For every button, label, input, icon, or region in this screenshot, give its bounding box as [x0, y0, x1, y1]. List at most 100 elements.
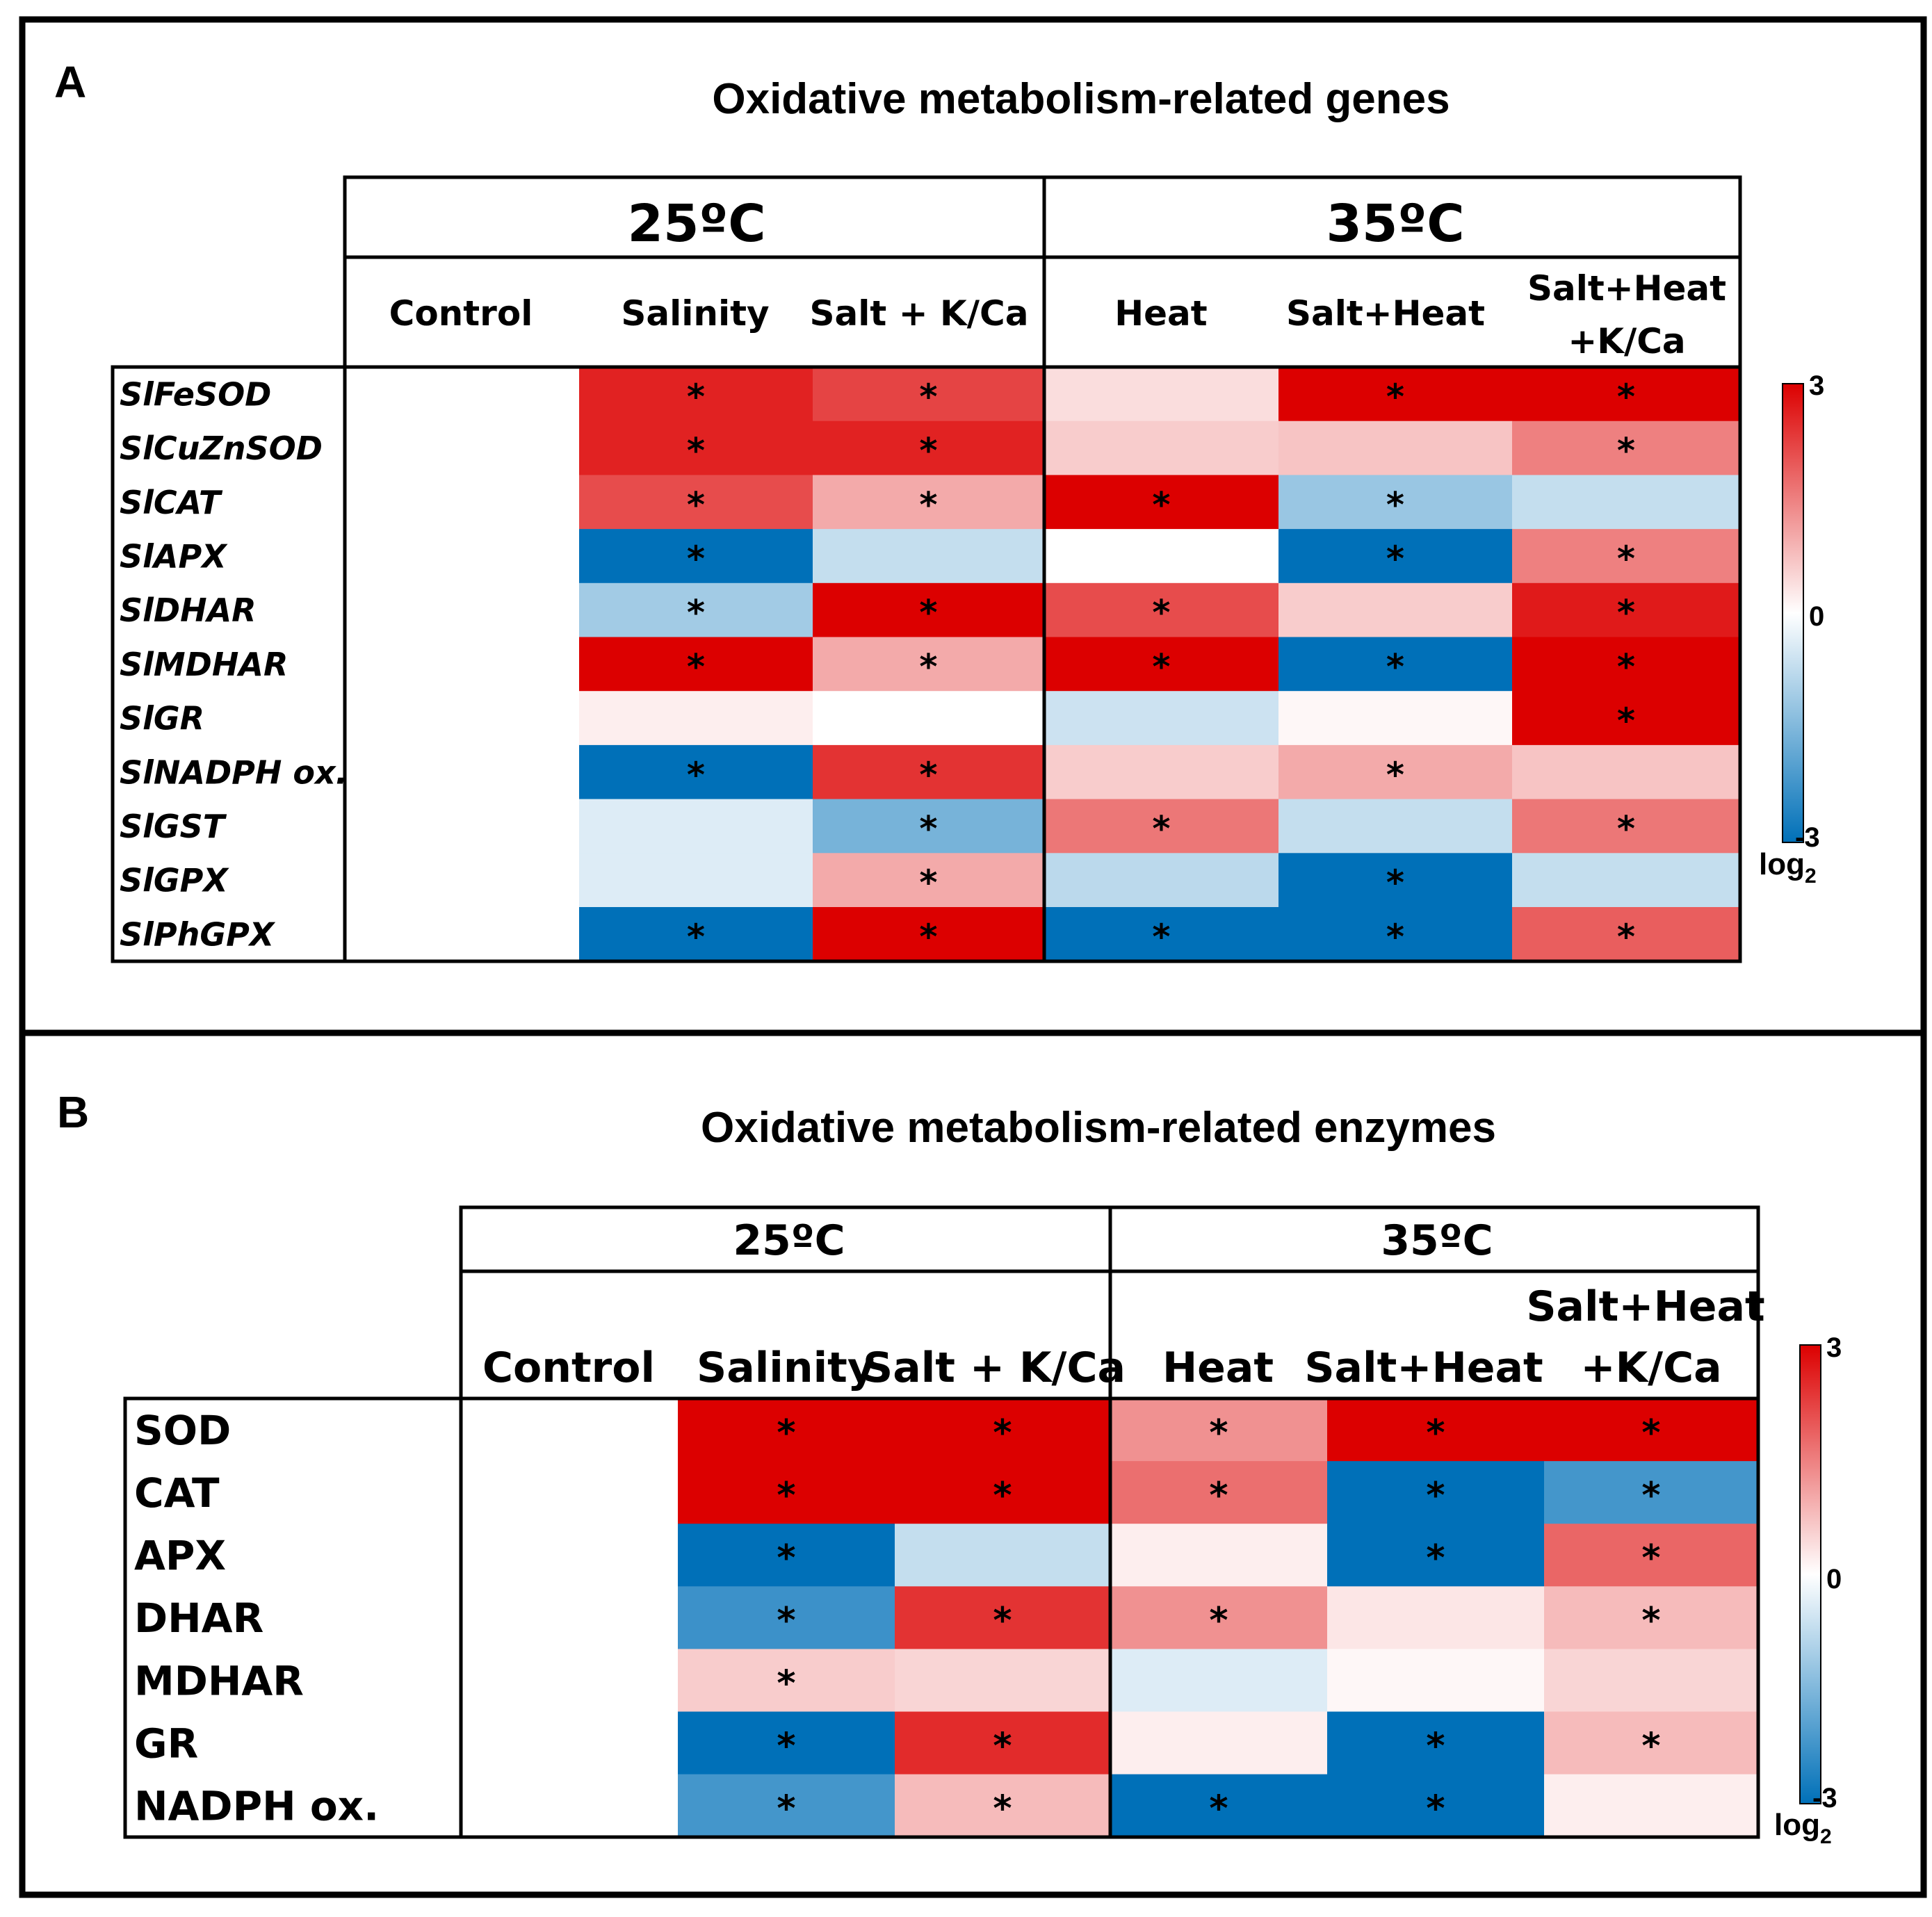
panel-a-significance-star: *	[1152, 646, 1170, 687]
panel-a-header: 25ºC 35ºC Control Salinity Salt + K/Ca H…	[389, 194, 1726, 361]
panel-a-row-label: SlCuZnSOD	[120, 430, 323, 467]
panel-a-heat-cell	[813, 421, 1045, 475]
panel-a-heat-cell	[1512, 744, 1741, 800]
panel-b-frame	[19, 1029, 1927, 1898]
panel-b-title: Oxidative metabolism-related enzymes	[701, 1104, 1496, 1152]
panel-a-col-saltheat: Salt+Heat	[1286, 293, 1485, 334]
panel-a-col-saltheatkca-1: Salt+Heat	[1527, 268, 1726, 309]
panel-a-heat-cell	[1278, 421, 1513, 475]
panel-b-heat-cell	[678, 1586, 895, 1649]
panel-b-heat-cell	[1110, 1774, 1328, 1838]
panel-b-row-label: MDHAR	[134, 1657, 304, 1704]
panel-a-significance-star: *	[1617, 431, 1635, 471]
panel-b-heat-cell	[1544, 1461, 1759, 1524]
panel-b-significance-star: *	[1209, 1412, 1228, 1454]
panel-b-significance-star: *	[777, 1537, 795, 1579]
panel-a-heat-cell	[1044, 529, 1279, 584]
panel-a-row-label: SlCAT	[120, 484, 223, 521]
panel-a-cells: SlFeSOD * * * * SlCuZnSOD * * * SlCAT * * * * SlAPX * * *…	[120, 367, 1741, 962]
panel-a-letter: A	[54, 57, 86, 107]
panel-a-significance-star: *	[919, 917, 937, 957]
panel-a-significance-star: *	[919, 808, 937, 849]
panel-a-col-saltkca: Salt + K/Ca	[810, 293, 1029, 334]
panel-b-heat-cell	[678, 1774, 895, 1838]
panel-b-group-25: 25ºC	[733, 1216, 845, 1265]
panel-a-heat-cell	[1512, 421, 1741, 475]
panel-b-color-scale: 3 0 -3 log2	[1774, 1332, 1842, 1848]
panel-a-heat-cell	[579, 637, 813, 692]
panel-a-scale-min: -3	[1795, 822, 1820, 853]
panel-b-heat-cell	[1327, 1711, 1545, 1775]
panel-a-significance-star: *	[687, 755, 705, 795]
panel-a-scale-bar	[1782, 383, 1804, 843]
panel-a-significance-star: *	[1386, 755, 1404, 795]
panel-b-heat-cell	[895, 1398, 1111, 1462]
panel-a-heat-cell	[1278, 367, 1513, 422]
panel-a-significance-star: *	[1386, 377, 1404, 417]
panel-b-heat-cell	[895, 1774, 1111, 1838]
panel-b-heat-cell	[678, 1524, 895, 1587]
panel-b-significance-star: *	[777, 1600, 795, 1642]
panel-b-heat-cell	[1327, 1524, 1545, 1587]
panel-a-heat-cell	[1044, 853, 1279, 908]
panel-b-significance-star: *	[777, 1475, 795, 1517]
panel-b-row-label: APX	[134, 1532, 226, 1579]
panel-a-heat-cell	[1512, 529, 1741, 584]
panel-b-scale-mid: 0	[1826, 1564, 1842, 1594]
panel-a-row-label: SlDHAR	[120, 592, 257, 629]
panel-b-grid	[123, 1205, 1760, 1839]
panel-b-heat-cell	[895, 1524, 1111, 1587]
panel-a-significance-star: *	[1152, 917, 1170, 957]
panel-b-col-saltheatkca-2: +K/Ca	[1580, 1344, 1721, 1392]
panel-a-row-label: SlNADPH ox.	[120, 753, 348, 791]
panel-a-col-salinity: Salinity	[621, 293, 769, 334]
panel-b-scale-max: 3	[1826, 1332, 1842, 1363]
panel-a-heat-cell	[579, 582, 813, 637]
panel-a-scale-mid: 0	[1809, 601, 1824, 632]
panel-a-heat-cell	[1278, 744, 1513, 800]
panel-a-significance-star: *	[687, 431, 705, 471]
panel-b-heat-cell	[1110, 1398, 1328, 1462]
panel-b-scale-label: log2	[1774, 1808, 1832, 1848]
panel-b-header: 25ºC 35ºC Control Salinity Salt + K/Ca H…	[482, 1216, 1765, 1392]
panel-b-heat-cell	[1544, 1649, 1759, 1712]
panel-a-row-label: SlGST	[120, 808, 227, 845]
panel-b-group-35: 35ºC	[1381, 1216, 1493, 1265]
panel-a-scale-label: log2	[1759, 847, 1817, 888]
panel-a-significance-star: *	[1386, 917, 1404, 957]
panel-a-heat-cell	[1278, 691, 1513, 746]
panel-a-heat-cell	[1278, 907, 1513, 962]
panel-a-significance-star: *	[1152, 593, 1170, 633]
panel-a-col-control: Control	[389, 293, 533, 334]
panel-b-significance-star: *	[1426, 1725, 1445, 1767]
panel-a-heat-cell	[1044, 582, 1279, 637]
panel-b-significance-star: *	[1426, 1537, 1445, 1579]
panel-a-row-label: SlAPX	[120, 538, 228, 576]
panel-b-col-control: Control	[482, 1344, 655, 1392]
panel-b-row-label: DHAR	[134, 1594, 263, 1642]
panel-a-significance-star: *	[687, 484, 705, 525]
panel-a-row-label: SlGR	[120, 700, 204, 737]
panel-a-heat-cell	[1044, 637, 1279, 692]
panel-b-significance-star: *	[1641, 1600, 1660, 1642]
panel-a-heat-cell	[813, 691, 1045, 746]
panel-b-heat-cell	[1110, 1711, 1328, 1775]
panel-b-heat-cell	[1110, 1586, 1328, 1649]
panel-b-heat-cell	[1110, 1461, 1328, 1524]
panel-a-significance-star: *	[687, 917, 705, 957]
panel-a-col-heat: Heat	[1114, 293, 1207, 334]
panel-a-significance-star: *	[919, 377, 937, 417]
panel-b-heat-cell	[1327, 1398, 1545, 1462]
panel-a-row-label: SlMDHAR	[120, 646, 288, 683]
panel-a-heat-cell	[813, 475, 1045, 530]
panel-a-heat-cell	[1278, 529, 1513, 584]
panel-b-heat-cell	[678, 1461, 895, 1524]
panel-a-heat-cell	[813, 907, 1045, 962]
panel-a-heat-cell	[579, 744, 813, 800]
panel-a-significance-star: *	[1617, 377, 1635, 417]
panel-a-significance-star: *	[1617, 593, 1635, 633]
panel-b-heat-cell	[1110, 1524, 1328, 1587]
panel-a-heat-cell	[1044, 421, 1279, 475]
panel-a-group-35: 35ºC	[1326, 194, 1464, 254]
